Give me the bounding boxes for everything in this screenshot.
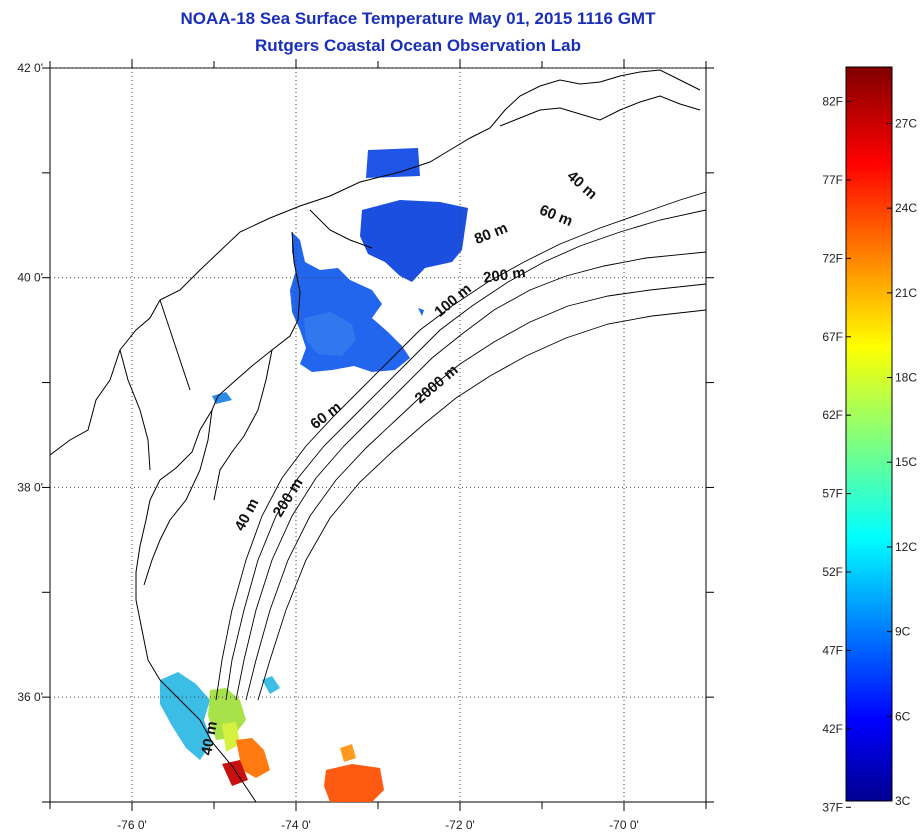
map-title: NOAA-18 Sea Surface Temperature May 01, … [180,9,656,28]
lon-tick-label: -74 0' [281,818,311,832]
map-frame [49,67,707,803]
axis-labels: -76 0' -74 0' -72 0' -70 0' 42 0' 40 0' 38 0' 3… [17,61,638,832]
lon-tick-label: -76 0' [117,818,147,832]
colorbar-label-c: 3C [895,794,911,808]
colorbar-label-c: 6C [895,709,911,723]
colorbar-label-f: 57F [822,487,843,501]
colorbar-label-f: 82F [822,95,843,109]
colorbar-label-c: 12C [895,540,917,554]
lat-tick-label: 40 0' [17,271,43,285]
colorbar-label-f: 72F [822,251,843,265]
sst-data-south [160,672,384,802]
colorbar-celsius-labels: 3C 6C 9C 12C 15C 18C 21C 24C 27C [887,116,917,808]
colorbar-label-f: 62F [822,408,843,422]
graticule [42,59,714,811]
colorbar-label-c: 27C [895,116,917,130]
lon-tick-label: -72 0' [445,818,475,832]
colorbar-label-c: 21C [895,286,917,300]
colorbar-label-f: 77F [822,173,843,187]
colorbar-label-f: 47F [822,643,843,657]
contour-label: 200 m [482,264,526,287]
colorbar-label-c: 9C [895,625,911,639]
sst-data-north [212,148,468,404]
colorbar-label-c: 15C [895,455,917,469]
map-subtitle: Rutgers Coastal Ocean Observation Lab [255,36,581,55]
contour-label: 40 m [198,720,221,757]
colorbar-label-c: 24C [895,201,917,215]
colorbar [845,66,893,802]
colorbar-label-f: 52F [822,565,843,579]
colorbar-label-f: 67F [822,330,843,344]
lat-tick-label: 38 0' [17,480,43,494]
colorbar-label-f: 37F [822,800,843,814]
colorbar-fahrenheit-labels: 37F 42F 47F 52F 57F 62F 67F 72F 77F 82F [822,95,851,814]
lat-tick-label: 36 0' [17,690,43,704]
colorbar-label-c: 18C [895,371,917,385]
coastline [50,69,701,802]
bathymetry-contours [215,191,706,701]
lon-tick-label: -70 0' [609,818,639,832]
lat-tick-label: 42 0' [17,61,43,75]
colorbar-label-f: 42F [822,722,843,736]
